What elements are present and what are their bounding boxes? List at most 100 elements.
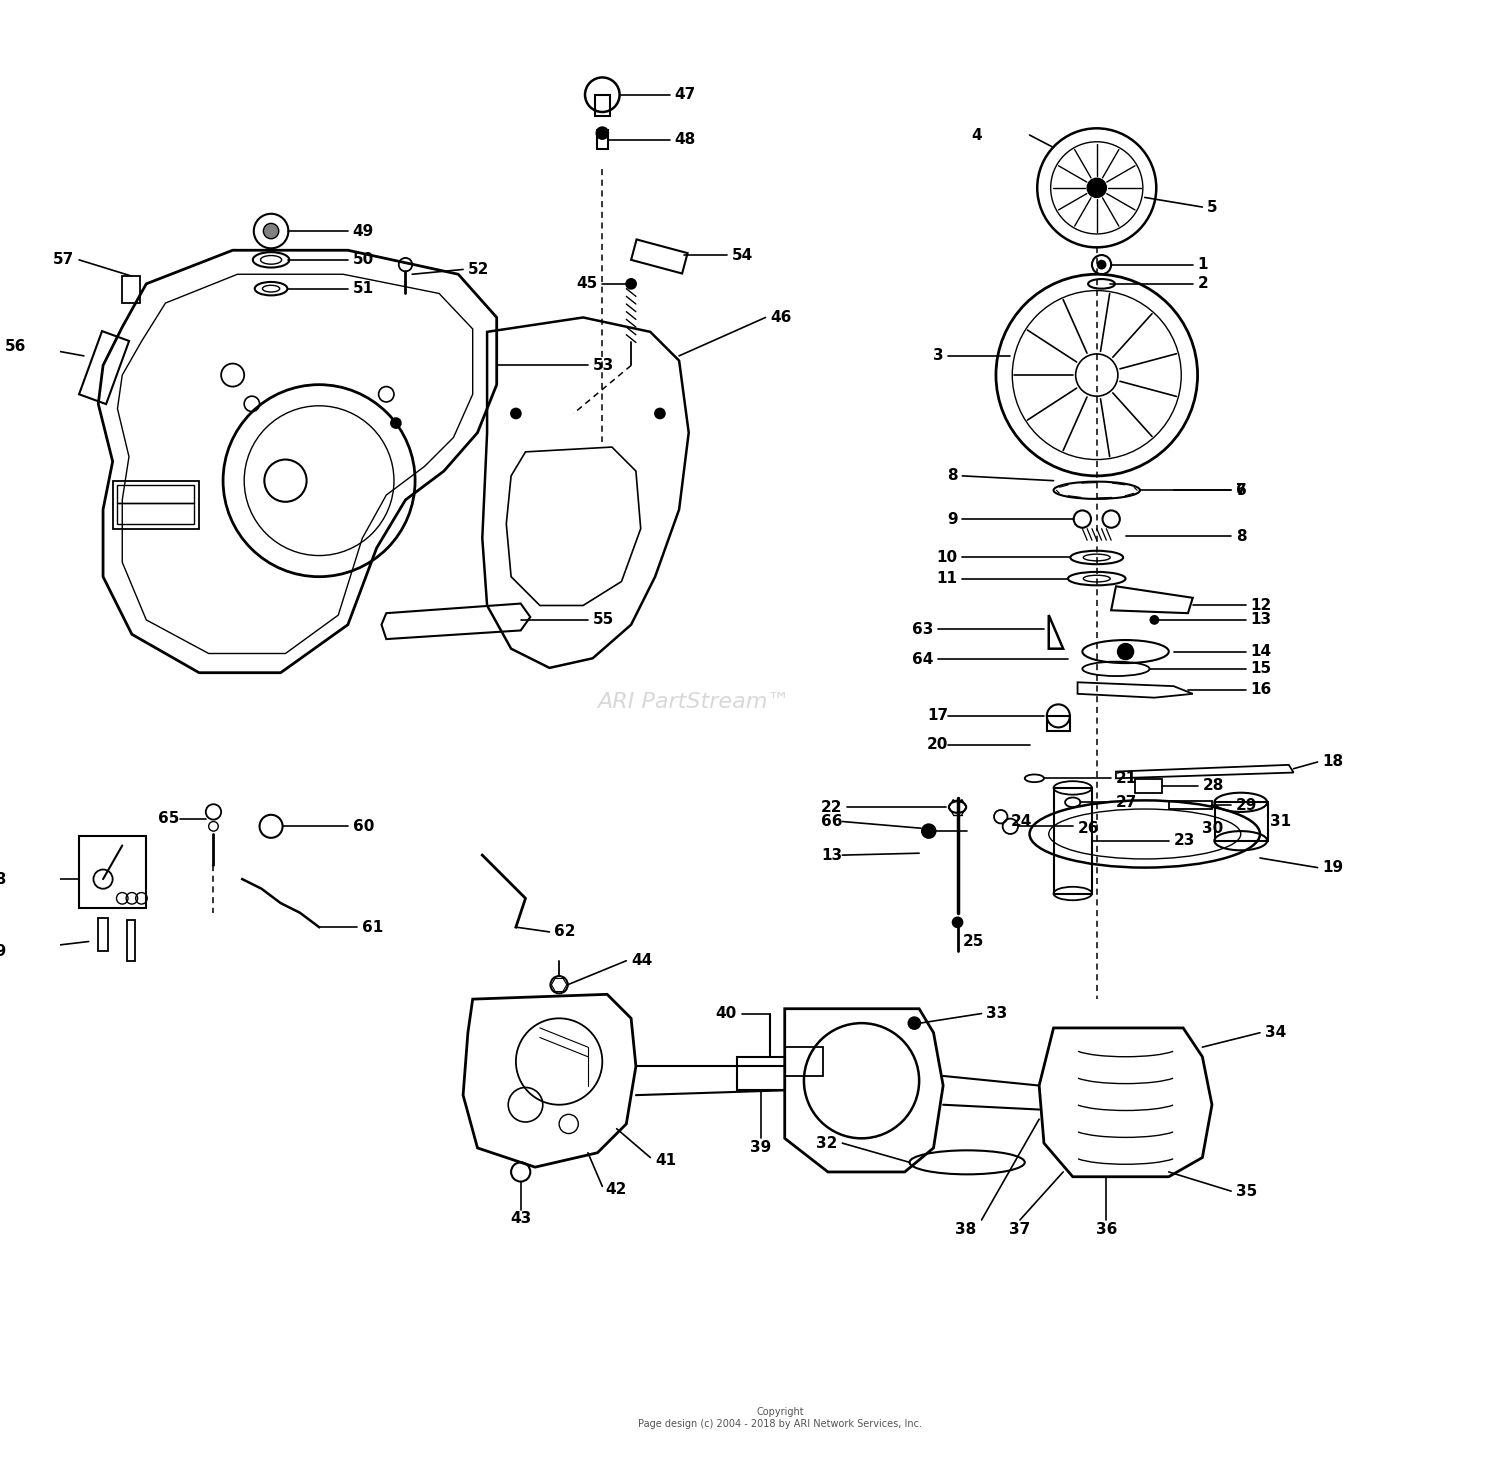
Text: 58: 58 [0, 872, 8, 886]
Text: 48: 48 [675, 133, 696, 148]
Bar [632, 239, 687, 273]
Circle shape [1150, 617, 1158, 624]
Bar [99, 917, 108, 951]
Text: 3: 3 [933, 348, 944, 363]
Text: 33: 33 [987, 1006, 1008, 1021]
Text: 30: 30 [1203, 820, 1224, 836]
Text: 52: 52 [468, 263, 489, 277]
Circle shape [922, 825, 936, 838]
Text: 11: 11 [936, 571, 957, 586]
Bar [784, 1047, 824, 1075]
Text: 6: 6 [1236, 482, 1246, 497]
Text: 29: 29 [1236, 798, 1257, 813]
Text: 2: 2 [1197, 276, 1209, 292]
Text: 59: 59 [0, 944, 8, 959]
Text: 47: 47 [675, 87, 696, 102]
Circle shape [1088, 178, 1107, 198]
Circle shape [952, 917, 963, 928]
Bar [1215, 802, 1267, 841]
Text: 41: 41 [656, 1153, 676, 1168]
Text: 25: 25 [963, 934, 984, 948]
Text: 8: 8 [946, 469, 957, 484]
Text: 39: 39 [750, 1140, 771, 1155]
Text: 26: 26 [1077, 820, 1100, 836]
Text: 40: 40 [716, 1006, 736, 1021]
Circle shape [627, 279, 636, 289]
Text: 23: 23 [1173, 833, 1196, 848]
Circle shape [264, 223, 279, 239]
Text: 45: 45 [576, 276, 597, 292]
Text: 22: 22 [821, 799, 843, 814]
Text: 7: 7 [1236, 482, 1246, 497]
Text: 1: 1 [1197, 257, 1208, 273]
Text: 18: 18 [1323, 755, 1344, 770]
Circle shape [1118, 645, 1132, 659]
Text: 9: 9 [946, 512, 957, 527]
Bar [1168, 801, 1212, 808]
Bar [1136, 779, 1162, 792]
Text: 8: 8 [1236, 530, 1246, 544]
Circle shape [597, 127, 608, 139]
Text: 12: 12 [1251, 597, 1272, 614]
Text: 13: 13 [1251, 612, 1272, 627]
Bar [80, 330, 129, 404]
Text: 63: 63 [912, 622, 933, 637]
Bar [1047, 715, 1070, 732]
Text: 17: 17 [927, 708, 948, 723]
Text: 55: 55 [592, 612, 613, 627]
Text: 60: 60 [352, 819, 374, 833]
Text: Copyright
Page design (c) 2004 - 2018 by ARI Network Services, Inc.: Copyright Page design (c) 2004 - 2018 by… [638, 1407, 922, 1429]
Text: 28: 28 [1203, 779, 1224, 794]
Bar [80, 836, 147, 909]
Text: 4: 4 [970, 127, 981, 143]
Circle shape [512, 409, 520, 419]
Text: 57: 57 [53, 252, 75, 267]
Text: 53: 53 [592, 358, 613, 373]
Text: 46: 46 [771, 310, 792, 324]
Text: 10: 10 [936, 550, 957, 565]
Text: 65: 65 [159, 811, 180, 826]
Bar [117, 485, 195, 503]
Text: 50: 50 [352, 252, 374, 267]
Bar [594, 94, 610, 117]
Text: 56: 56 [4, 339, 26, 354]
Text: 21: 21 [1116, 771, 1137, 786]
Text: 61: 61 [363, 919, 384, 935]
Text: 14: 14 [1251, 645, 1272, 659]
Bar [123, 276, 140, 302]
Circle shape [1098, 261, 1106, 268]
Text: 43: 43 [510, 1211, 531, 1226]
Text: 16: 16 [1251, 683, 1272, 698]
Text: 24: 24 [1011, 814, 1032, 829]
Text: 15: 15 [1251, 661, 1272, 677]
Text: 51: 51 [352, 282, 374, 296]
Bar [112, 481, 200, 528]
Text: 42: 42 [604, 1181, 627, 1196]
Text: 13: 13 [821, 848, 843, 863]
Text: 35: 35 [1236, 1183, 1257, 1199]
Text: 44: 44 [632, 953, 652, 968]
Bar [597, 130, 608, 149]
Text: 64: 64 [912, 652, 933, 667]
Circle shape [656, 409, 664, 419]
Text: 27: 27 [1116, 795, 1137, 810]
Text: 49: 49 [352, 224, 374, 239]
Text: 62: 62 [555, 925, 576, 940]
Bar [736, 1056, 784, 1090]
Circle shape [392, 419, 400, 428]
Text: 5: 5 [1208, 199, 1218, 214]
Circle shape [909, 1018, 920, 1030]
Text: 34: 34 [1264, 1025, 1286, 1040]
Text: 31: 31 [1269, 814, 1290, 829]
Bar [1053, 788, 1092, 894]
Text: 36: 36 [1095, 1223, 1118, 1238]
Text: 32: 32 [816, 1136, 837, 1150]
Text: ARI PartStream™: ARI PartStream™ [597, 692, 790, 712]
Text: 54: 54 [732, 248, 753, 263]
Text: 66: 66 [821, 814, 843, 829]
Text: 20: 20 [927, 738, 948, 752]
Bar [128, 920, 135, 960]
Bar [117, 503, 195, 524]
Text: 19: 19 [1323, 860, 1344, 875]
Text: 38: 38 [956, 1223, 976, 1238]
